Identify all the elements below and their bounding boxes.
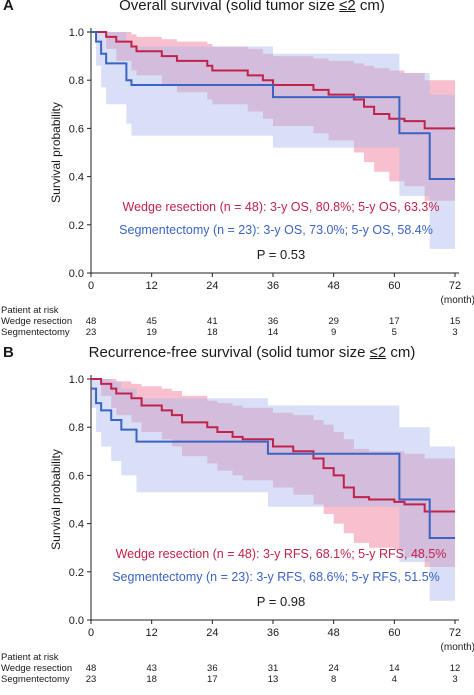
confidence-band	[91, 379, 455, 601]
survival-curve-wedge-resection	[91, 31, 455, 130]
x-tick-label: 12	[146, 627, 158, 639]
y-tick-label: 0.2	[69, 220, 84, 232]
y-tick-label: 0.8	[69, 422, 84, 434]
chart-title-text: Recurrence-free survival (solid tumor si…	[88, 344, 366, 361]
confidence-band	[91, 379, 455, 567]
x-tick-label: 48	[328, 280, 340, 292]
x-tick-label: 0	[88, 627, 94, 639]
risk-count: 36	[207, 663, 218, 674]
y-tick-label: 0.6	[69, 123, 84, 135]
risk-row-label: Segmentectomy	[1, 674, 70, 685]
x-tick-label: 60	[388, 627, 400, 639]
x-axis-label: (month)	[441, 295, 474, 306]
annotation-label: Wedge resection (n = 48): 3-y OS, 80.8%;…	[123, 200, 440, 214]
y-tick-label: 0.8	[69, 75, 84, 87]
panel-label: B	[3, 344, 14, 361]
risk-table-row: Wedge resection 48 45 41 36 29 17 15	[0, 316, 474, 327]
y-axis-label: Survival probability	[49, 449, 63, 550]
risk-count: 23	[85, 327, 97, 338]
risk-count: 14	[389, 663, 400, 674]
risk-count: 36	[267, 316, 279, 327]
annotation-label: Wedge resection (n = 48): 3-y RFS, 68.1%…	[116, 547, 447, 561]
risk-count: 48	[85, 663, 97, 674]
y-tick-label: 0.0	[69, 268, 84, 280]
risk-table-row: Wedge resection 48 43 36 31 24 14 12	[0, 663, 474, 674]
risk-count: 31	[267, 663, 279, 674]
x-tick-label: 12	[146, 280, 158, 292]
panel-recurrence-free-survival: B Recurrence-free survival (solid tumor …	[0, 344, 474, 695]
chart-title: Overall survival (solid tumor size ≤2 cm…	[0, 0, 474, 14]
x-tick-label: 0	[88, 280, 94, 292]
survival-curve-segmentectomy	[91, 31, 455, 181]
risk-count: 17	[389, 316, 400, 327]
confidence-band	[91, 32, 455, 249]
risk-count: 29	[328, 316, 339, 327]
panel-label: A	[3, 0, 14, 14]
p-value-label: P = 0.53	[257, 247, 306, 262]
y-tick-label: 1.0	[69, 374, 84, 386]
risk-count: 13	[267, 674, 279, 685]
chart-title-underlined: ≤2	[369, 344, 387, 361]
y-tick-label: 0.2	[69, 567, 84, 579]
x-tick-label: 60	[388, 280, 400, 292]
risk-count: 17	[207, 674, 218, 685]
risk-count: 14	[267, 327, 279, 338]
risk-count: 19	[146, 327, 157, 338]
risk-count: 43	[146, 663, 157, 674]
x-tick-label: 24	[206, 627, 218, 639]
risk-table-row: Segmentectomy 23 19 18 14 9 5 3	[0, 327, 474, 338]
risk-count: 48	[85, 316, 97, 327]
risk-count: 18	[207, 327, 218, 338]
risk-count: 3	[452, 327, 458, 338]
chart-title: Recurrence-free survival (solid tumor si…	[0, 344, 474, 361]
survival-curve-wedge-resection	[91, 378, 455, 513]
x-tick-label: 24	[206, 280, 218, 292]
km-plot: 0.0 0.2 0.4 0.6 0.8 1.0 0 12 24 36 48 60 72 (month) Su…	[49, 27, 474, 306]
km-plot: 0.0 0.2 0.4 0.6 0.8 1.0 0 12 24 36 48 60 72 (month) Su…	[49, 374, 474, 653]
y-tick-label: 0.4	[69, 172, 84, 184]
x-tick-label: 36	[267, 280, 279, 292]
risk-table-header: Patient at risk	[0, 652, 474, 663]
risk-table-header-label: Patient at risk	[1, 305, 59, 316]
y-tick-label: 1.0	[69, 27, 84, 39]
x-tick-label: 36	[267, 627, 279, 639]
risk-count: 8	[331, 674, 337, 685]
chart-title-underlined: ≤2	[339, 0, 356, 14]
risk-count: 18	[146, 674, 157, 685]
risk-table-row: Segmentectomy 23 18 17 13 8 4 3	[0, 674, 474, 685]
y-axis-label: Survival probability	[49, 102, 63, 203]
panel-overall-survival: A Overall survival (solid tumor size ≤2 …	[0, 0, 474, 347]
x-axis-label: (month)	[441, 642, 474, 653]
chart-title-suffix: cm)	[355, 0, 385, 14]
chart-title-text: Overall survival (solid tumor size	[119, 0, 335, 14]
risk-count: 41	[207, 316, 218, 327]
risk-count: 4	[391, 674, 397, 685]
risk-count: 23	[85, 674, 97, 685]
risk-count: 15	[449, 316, 461, 327]
risk-row-label: Wedge resection	[1, 316, 73, 327]
y-tick-label: 0.0	[69, 615, 84, 627]
annotation-label: Segmentectomy (n = 23): 3-y RFS, 68.6%; …	[112, 570, 440, 584]
risk-count: 45	[146, 316, 157, 327]
risk-count: 5	[391, 327, 397, 338]
y-tick-label: 0.6	[69, 470, 84, 482]
risk-count: 12	[449, 663, 461, 674]
chart-title-suffix: cm)	[386, 344, 416, 361]
risk-table-header-label: Patient at risk	[1, 652, 59, 663]
risk-row-label: Wedge resection	[1, 663, 73, 674]
risk-row-label: Segmentectomy	[1, 327, 70, 338]
x-tick-label: 48	[328, 627, 340, 639]
annotation-label: Segmentectomy (n = 23): 3-y OS, 73.0%; 5…	[119, 223, 433, 237]
risk-count: 3	[452, 674, 458, 685]
survival-curve-segmentectomy	[91, 387, 455, 540]
y-tick-label: 0.4	[69, 519, 84, 531]
p-value-label: P = 0.98	[257, 594, 306, 609]
x-tick-label: 72	[449, 280, 461, 292]
x-tick-label: 72	[449, 627, 461, 639]
risk-count: 9	[331, 327, 337, 338]
risk-table-header: Patient at risk	[0, 305, 474, 316]
risk-count: 24	[328, 663, 339, 674]
confidence-band	[91, 32, 455, 201]
